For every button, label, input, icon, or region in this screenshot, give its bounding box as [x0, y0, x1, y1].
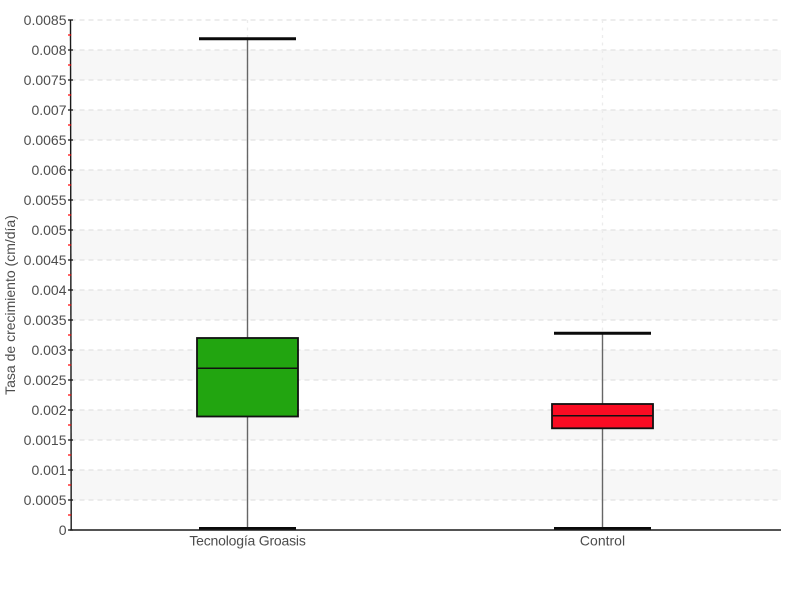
- svg-text:0.003: 0.003: [31, 342, 66, 358]
- svg-text:0.0075: 0.0075: [24, 72, 67, 88]
- svg-text:0.0015: 0.0015: [24, 432, 67, 448]
- svg-text:0.001: 0.001: [31, 462, 66, 478]
- svg-text:0.0005: 0.0005: [24, 492, 67, 508]
- svg-text:0.0045: 0.0045: [24, 252, 67, 268]
- svg-text:0.005: 0.005: [31, 222, 66, 238]
- svg-text:Tasa de crecimiento (cm/día): Tasa de crecimiento (cm/día): [2, 215, 18, 395]
- svg-text:0.004: 0.004: [31, 282, 66, 298]
- svg-text:Control: Control: [580, 533, 625, 549]
- svg-text:Tecnología Groasis: Tecnología Groasis: [189, 533, 305, 549]
- svg-text:0.0085: 0.0085: [24, 12, 67, 28]
- svg-text:0.0025: 0.0025: [24, 372, 67, 388]
- svg-text:0.002: 0.002: [31, 402, 66, 418]
- svg-text:0.006: 0.006: [31, 162, 66, 178]
- svg-text:0: 0: [59, 522, 67, 538]
- svg-text:0.008: 0.008: [31, 42, 66, 58]
- svg-text:0.0055: 0.0055: [24, 192, 67, 208]
- svg-text:0.0065: 0.0065: [24, 132, 67, 148]
- svg-text:0.0035: 0.0035: [24, 312, 67, 328]
- svg-text:0.007: 0.007: [31, 102, 66, 118]
